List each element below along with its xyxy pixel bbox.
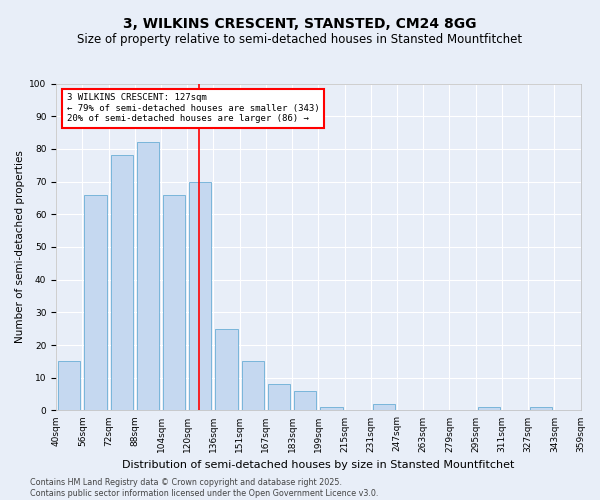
Bar (85, 194, 107, 410)
Text: 3, WILKINS CRESCENT, STANSTED, CM24 8GG: 3, WILKINS CRESCENT, STANSTED, CM24 8GG (123, 18, 477, 32)
Bar (137, 142, 159, 410)
Bar (268, 384, 290, 410)
Bar (58, 362, 80, 410)
Bar (215, 328, 238, 410)
Text: Size of property relative to semi-detached houses in Stansted Mountfitchet: Size of property relative to semi-detach… (77, 32, 523, 46)
Y-axis label: Number of semi-detached properties: Number of semi-detached properties (15, 150, 25, 344)
Bar (163, 194, 185, 410)
Bar (373, 404, 395, 410)
Text: 3 WILKINS CRESCENT: 127sqm
← 79% of semi-detached houses are smaller (343)
20% o: 3 WILKINS CRESCENT: 127sqm ← 79% of semi… (67, 94, 319, 123)
Bar (110, 156, 133, 410)
Bar (242, 362, 264, 410)
Bar (320, 407, 343, 410)
Text: Contains HM Land Registry data © Crown copyright and database right 2025.
Contai: Contains HM Land Registry data © Crown c… (30, 478, 379, 498)
X-axis label: Distribution of semi-detached houses by size in Stansted Mountfitchet: Distribution of semi-detached houses by … (122, 460, 515, 470)
Bar (530, 407, 553, 410)
Bar (189, 182, 211, 410)
Bar (478, 407, 500, 410)
Bar (294, 391, 316, 410)
